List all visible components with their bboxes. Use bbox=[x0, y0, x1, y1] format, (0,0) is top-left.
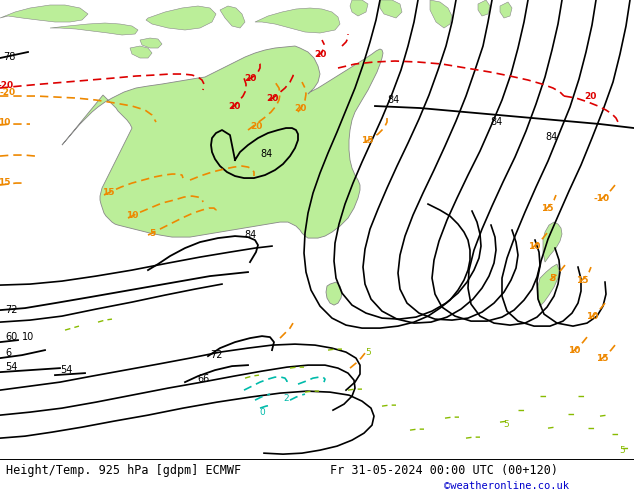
Polygon shape bbox=[146, 6, 216, 30]
Polygon shape bbox=[255, 8, 340, 33]
Text: 5: 5 bbox=[365, 347, 371, 357]
Text: 20: 20 bbox=[228, 101, 240, 111]
Text: 10: 10 bbox=[22, 332, 34, 342]
Text: 20: 20 bbox=[244, 74, 256, 82]
Text: ©weatheronline.co.uk: ©weatheronline.co.uk bbox=[444, 481, 569, 490]
Text: 15: 15 bbox=[541, 203, 553, 213]
Text: 54: 54 bbox=[60, 365, 72, 375]
Polygon shape bbox=[538, 264, 559, 306]
Polygon shape bbox=[350, 0, 368, 16]
Text: 10: 10 bbox=[0, 118, 10, 126]
Text: 20: 20 bbox=[314, 49, 326, 58]
Text: 78: 78 bbox=[3, 52, 15, 62]
Text: 2: 2 bbox=[283, 393, 289, 403]
Text: -20: -20 bbox=[0, 80, 14, 90]
Text: 5: 5 bbox=[549, 273, 555, 283]
Polygon shape bbox=[380, 0, 402, 18]
Text: Height/Temp. 925 hPa [gdpm] ECMWF: Height/Temp. 925 hPa [gdpm] ECMWF bbox=[6, 464, 242, 477]
Text: -20: -20 bbox=[0, 88, 16, 97]
Polygon shape bbox=[0, 5, 88, 22]
Text: 20: 20 bbox=[294, 103, 306, 113]
Text: Fr 31-05-2024 00:00 UTC (00+120): Fr 31-05-2024 00:00 UTC (00+120) bbox=[330, 464, 558, 477]
Text: 20: 20 bbox=[250, 122, 262, 130]
Text: 10: 10 bbox=[568, 345, 580, 355]
Polygon shape bbox=[62, 46, 383, 238]
Text: 10: 10 bbox=[126, 211, 138, 220]
Text: 84: 84 bbox=[387, 95, 399, 105]
Polygon shape bbox=[140, 38, 162, 48]
Text: -10: -10 bbox=[594, 194, 610, 202]
Text: 6: 6 bbox=[5, 348, 11, 358]
Text: 0: 0 bbox=[259, 408, 265, 416]
Text: 15: 15 bbox=[361, 136, 373, 145]
Text: 15: 15 bbox=[0, 177, 10, 187]
Text: 10: 10 bbox=[586, 312, 598, 320]
Text: 20: 20 bbox=[266, 94, 278, 102]
Text: 15: 15 bbox=[101, 188, 114, 196]
Text: 15: 15 bbox=[576, 275, 588, 285]
Polygon shape bbox=[130, 46, 152, 58]
Text: 84: 84 bbox=[490, 117, 502, 127]
Text: 84: 84 bbox=[244, 230, 256, 240]
Polygon shape bbox=[543, 222, 562, 262]
Polygon shape bbox=[478, 0, 490, 16]
Text: 15: 15 bbox=[596, 354, 608, 363]
Text: 60: 60 bbox=[5, 332, 17, 342]
Polygon shape bbox=[326, 282, 342, 305]
Text: 20: 20 bbox=[584, 92, 596, 100]
Text: 5: 5 bbox=[149, 228, 155, 238]
Polygon shape bbox=[50, 23, 138, 35]
Text: 5: 5 bbox=[619, 445, 625, 455]
Text: 10: 10 bbox=[528, 242, 540, 250]
Text: 54: 54 bbox=[5, 362, 17, 372]
Text: 72: 72 bbox=[5, 305, 18, 315]
Polygon shape bbox=[500, 2, 512, 18]
Text: 72: 72 bbox=[210, 350, 223, 360]
Polygon shape bbox=[430, 0, 452, 28]
Text: 84: 84 bbox=[545, 132, 557, 142]
Text: 66: 66 bbox=[197, 374, 209, 384]
Polygon shape bbox=[220, 6, 245, 28]
Text: 84: 84 bbox=[260, 149, 272, 159]
Text: 5: 5 bbox=[503, 419, 509, 429]
